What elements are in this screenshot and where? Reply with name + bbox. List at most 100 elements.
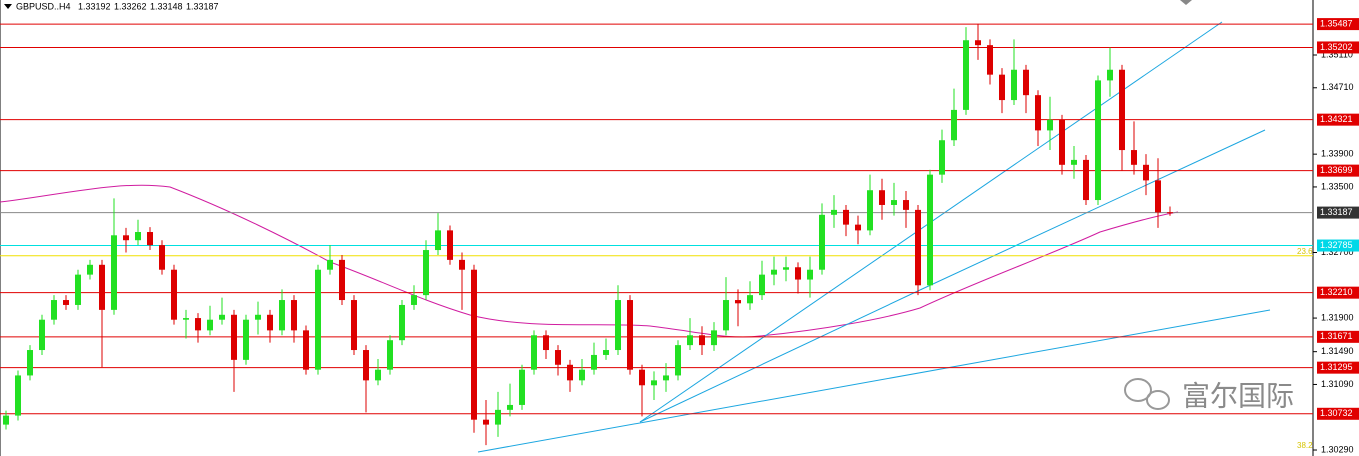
- candle-body: [555, 350, 561, 365]
- candle-body: [1143, 164, 1149, 181]
- candle-body: [711, 330, 717, 346]
- candle-body: [27, 350, 33, 376]
- candle-body: [195, 318, 201, 331]
- trend-line: [477, 309, 1271, 453]
- candle-body: [39, 319, 45, 351]
- fib-label: 38.2: [1297, 441, 1313, 450]
- level-box: [1317, 18, 1359, 31]
- candle-body: [159, 245, 165, 270]
- candle-body: [15, 375, 21, 416]
- candle-body: [1011, 69, 1017, 101]
- candle-body: [255, 314, 261, 320]
- candle-body: [603, 350, 609, 355]
- candle-body: [651, 380, 657, 386]
- candle-body: [447, 230, 453, 260]
- candle-body: [687, 335, 693, 346]
- level-label: 1.32210: [1320, 287, 1353, 297]
- scroll-marker: [1180, 0, 1192, 5]
- candle-body: [795, 267, 801, 280]
- y-tick-label: 1.34710: [1321, 82, 1354, 92]
- chart-title: GBPUSD..H4: [16, 1, 71, 11]
- candles: [0, 23, 1313, 446]
- cyan-level-label: 1.32785: [1320, 240, 1353, 250]
- candle-body: [3, 415, 9, 425]
- candle-body: [435, 230, 441, 251]
- candle-body: [1107, 69, 1113, 81]
- candle-body: [519, 369, 525, 405]
- candle-body: [495, 409, 501, 425]
- y-tick-label: 1.33900: [1321, 149, 1354, 159]
- level-box: [1317, 286, 1359, 299]
- level-label: 1.35487: [1320, 18, 1353, 28]
- level-box: [1317, 330, 1359, 343]
- candle-body: [879, 190, 885, 205]
- candle-body: [111, 235, 117, 310]
- candle-body: [483, 419, 489, 425]
- candle-body: [627, 300, 633, 370]
- trend-line: [919, 129, 1266, 291]
- candle-body: [51, 300, 57, 320]
- candle-body: [471, 269, 477, 420]
- candle-body: [1071, 159, 1077, 165]
- candle-body: [183, 318, 189, 320]
- quote-low: 1.33148: [150, 1, 183, 11]
- level-label: 1.34321: [1320, 114, 1353, 124]
- candle-body: [87, 264, 93, 275]
- candle-body: [1131, 150, 1137, 165]
- candle-body: [1119, 69, 1125, 151]
- candle-body: [279, 300, 285, 331]
- candle-body: [843, 209, 849, 225]
- candle-body: [135, 232, 141, 241]
- candle-body: [243, 319, 249, 360]
- quote-high: 1.33262: [114, 1, 147, 11]
- candle-body: [963, 40, 969, 110]
- candle-body: [975, 40, 981, 46]
- y-tick-label: 1.35110: [1321, 49, 1353, 59]
- candle-body: [807, 269, 813, 280]
- current-price-label: 1.33187: [1320, 207, 1353, 217]
- candle-body: [771, 269, 777, 275]
- level-label: 1.33699: [1320, 165, 1353, 175]
- level-label: 1.35202: [1320, 42, 1353, 52]
- candle-body: [579, 369, 585, 381]
- candle-body: [867, 190, 873, 231]
- candle-body: [1167, 212, 1173, 214]
- y-tick-label: 1.31090: [1321, 379, 1354, 389]
- candle-body: [351, 300, 357, 351]
- quote-open: 1.33192: [78, 1, 111, 11]
- candle-body: [735, 300, 741, 304]
- candle-body: [951, 109, 957, 141]
- candle-body: [723, 300, 729, 331]
- candle-body: [783, 267, 789, 270]
- candle-body: [291, 300, 297, 331]
- menu-arrow: [4, 4, 12, 9]
- candle-body: [399, 304, 405, 341]
- candle-body: [387, 340, 393, 370]
- level-box: [1317, 113, 1359, 126]
- candle-body: [231, 314, 237, 360]
- candle-body: [543, 335, 549, 351]
- candle-body: [219, 314, 225, 320]
- candle-body: [507, 404, 513, 410]
- candle-body: [75, 274, 81, 305]
- candle-body: [939, 140, 945, 175]
- candle-body: [363, 350, 369, 381]
- candle-body: [207, 319, 213, 331]
- candle-body: [339, 259, 345, 301]
- overlay: 1.35110 1.34710 1.33900 1.33500 1.32700 1.319…: [1297, 18, 1359, 454]
- current-price-box: [1317, 206, 1359, 219]
- level-box: [1317, 361, 1359, 374]
- y-tick-label: 1.31900: [1321, 312, 1354, 322]
- candle-body: [891, 200, 897, 205]
- candle-body: [639, 369, 645, 386]
- candle-body: [459, 259, 465, 270]
- y-tick-label: 1.32700: [1321, 247, 1354, 257]
- candle-body: [63, 300, 69, 305]
- y-tick-label: 1.30290: [1321, 444, 1354, 454]
- candle-body: [567, 364, 573, 381]
- watermark: 富尔国际: [1182, 380, 1294, 411]
- cyan-level-box: [1317, 239, 1359, 252]
- candle-body: [267, 314, 273, 331]
- candle-body: [1035, 95, 1041, 131]
